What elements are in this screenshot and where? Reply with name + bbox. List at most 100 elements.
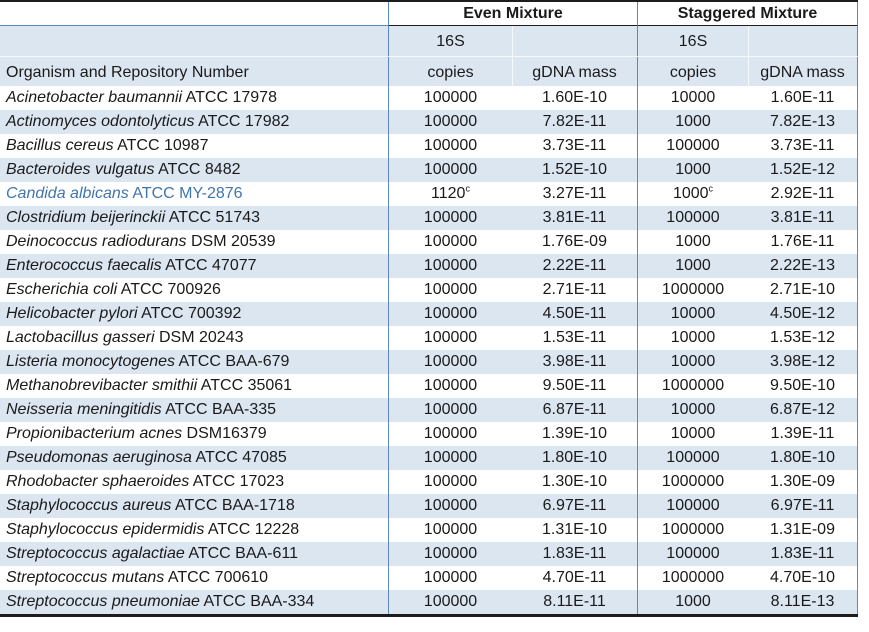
organism-cell: Staphylococcus epidermidis ATCC 12228 bbox=[0, 518, 388, 542]
staggered-gdna-mass-cell: 4.50E-12 bbox=[748, 302, 858, 326]
table-row: Deinococcus radiodurans DSM 20539 100000… bbox=[0, 230, 858, 254]
table-row: Enterococcus faecalis ATCC 47077 100000 … bbox=[0, 254, 858, 278]
column-header-row: Organism and Repository Number 16S copie… bbox=[0, 26, 858, 86]
repository-number: ATCC BAA-335 bbox=[161, 401, 277, 418]
even-gdna-mass-cell: 8.11E-11 bbox=[543, 593, 606, 610]
table-row: Listeria monocytogenes ATCC BAA-679 1000… bbox=[0, 350, 858, 374]
staggered-16s-copies-cell: 1000000 bbox=[637, 278, 748, 302]
even-16s-copies-cell: 100000 bbox=[388, 446, 512, 470]
even-copies-label: copies bbox=[427, 64, 474, 81]
organism-cell: Candida albicans ATCC MY-2876 bbox=[0, 182, 388, 206]
organism-cell: Rhodobacter sphaeroides ATCC 17023 bbox=[0, 470, 388, 494]
organism-name: Staphylococcus epidermidis bbox=[6, 521, 205, 538]
staggered-gdna-mass-cell: 6.97E-11 bbox=[748, 494, 858, 518]
table-row: Pseudomonas aeruginosa ATCC 47085 100000… bbox=[0, 446, 858, 470]
even-16s-copies-cell: 100000 bbox=[388, 278, 512, 302]
organism-name: Lactobacillus gasseri bbox=[6, 329, 155, 346]
repository-number: ATCC BAA-1718 bbox=[171, 497, 295, 514]
even-gdna-mass-cell: 6.97E-11 bbox=[542, 497, 607, 514]
organism-cell: Propionibacterium acnes DSM16379 bbox=[0, 422, 388, 446]
group-header-spacer bbox=[0, 2, 388, 27]
staggered-16s-copies-cell: 10000 bbox=[637, 302, 748, 326]
staggered-16s-copies-cell: 1000000 bbox=[637, 566, 748, 590]
table-row: Bacillus cereus ATCC 10987 100000 3.73E-… bbox=[0, 134, 858, 158]
repository-number: ATCC 47085 bbox=[191, 449, 287, 466]
repository-number: ATCC 12228 bbox=[204, 521, 300, 538]
organism-cell: Streptococcus pneumoniae ATCC BAA-334 bbox=[0, 590, 388, 614]
staggered-16s-copies-cell: 10000 bbox=[637, 86, 748, 110]
even-gdna-mass-header: gDNA mass bbox=[532, 64, 617, 81]
staggered-16s-copies-cell: 1000 bbox=[637, 230, 748, 254]
organism-cell: Lactobacillus gasseri DSM 20243 bbox=[0, 326, 388, 350]
organism-name: Pseudomonas aeruginosa bbox=[6, 449, 192, 466]
even-gdna-mass-cell: 6.87E-11 bbox=[542, 401, 607, 418]
organism-name: Bacteroides vulgatus bbox=[6, 161, 155, 178]
organism-cell: Streptococcus mutans ATCC 700610 bbox=[0, 566, 388, 590]
staggered-16s-copies-cell: 100000 bbox=[637, 134, 748, 158]
even-16s-copies-cell: 100000 bbox=[388, 422, 512, 446]
organism-name: Rhodobacter sphaeroides bbox=[6, 473, 190, 490]
even-gdna-mass-cell: 3.27E-11 bbox=[542, 185, 607, 202]
even-16s-copies-cell: 100000 bbox=[388, 86, 512, 110]
table-row: Methanobrevibacter smithii ATCC 35061 10… bbox=[0, 374, 858, 398]
table-row: Lactobacillus gasseri DSM 20243 100000 1… bbox=[0, 326, 858, 350]
staggered-gdna-mass-cell: 1.39E-11 bbox=[748, 422, 858, 446]
table-row: Bacteroides vulgatus ATCC 8482 100000 1.… bbox=[0, 158, 858, 182]
staggered-16s-label: 16S bbox=[678, 33, 708, 50]
even-16s-copies-cell: 100000 bbox=[388, 590, 512, 614]
organism-cell: Enterococcus faecalis ATCC 47077 bbox=[0, 254, 388, 278]
repository-number: ATCC 700610 bbox=[164, 569, 269, 586]
even-gdna-mass-cell: 9.50E-11 bbox=[542, 377, 607, 394]
even-16s-copies-cell: 100000 bbox=[388, 134, 512, 158]
organism-name: Methanobrevibacter smithii bbox=[6, 377, 198, 394]
organism-cell: Streptococcus agalactiae ATCC BAA-611 bbox=[0, 542, 388, 566]
repository-number: ATCC 51743 bbox=[165, 209, 261, 226]
table-row: Rhodobacter sphaeroides ATCC 17023 10000… bbox=[0, 470, 858, 494]
header-gridline-horizontal bbox=[0, 56, 858, 57]
even-gdna-mass-cell: 3.81E-11 bbox=[542, 209, 607, 226]
organism-cell: Helicobacter pylori ATCC 700392 bbox=[0, 302, 388, 326]
staggered-16s-copies-cell: 100000 bbox=[637, 494, 748, 518]
organism-cell: Acinetobacter baumannii ATCC 17978 bbox=[0, 86, 388, 110]
group-header-row: Even Mixture Staggered Mixture bbox=[0, 0, 858, 27]
staggered-gdna-mass-cell: 1.53E-12 bbox=[748, 326, 858, 350]
organism-name: Escherichia coli bbox=[6, 281, 118, 298]
organism-cell: Listeria monocytogenes ATCC BAA-679 bbox=[0, 350, 388, 374]
table-row: Candida albicans ATCC MY-2876 1120c 3.27… bbox=[0, 182, 858, 206]
staggered-gdna-mass-cell: 2.22E-13 bbox=[748, 254, 858, 278]
even-gdna-mass-cell: 4.50E-11 bbox=[542, 305, 607, 322]
table-body: Acinetobacter baumannii ATCC 17978 10000… bbox=[0, 86, 858, 614]
staggered-gdna-mass-cell: 7.82E-13 bbox=[748, 110, 858, 134]
table-row: Escherichia coli ATCC 700926 100000 2.71… bbox=[0, 278, 858, 302]
repository-number: ATCC 8482 bbox=[154, 161, 241, 178]
organism-name: Helicobacter pylori bbox=[6, 305, 138, 322]
organism-column-header: Organism and Repository Number bbox=[6, 64, 249, 81]
organism-cell: Clostridium beijerinckii ATCC 51743 bbox=[0, 206, 388, 230]
repository-number: ATCC BAA-679 bbox=[174, 353, 290, 370]
even-16s-copies-cell: 100000 bbox=[388, 110, 512, 134]
mixture-composition-table: Even Mixture Staggered Mixture Organism … bbox=[0, 0, 858, 617]
table-row: Neisseria meningitidis ATCC BAA-335 1000… bbox=[0, 398, 858, 422]
staggered-gdna-mass-cell: 1.30E-09 bbox=[748, 470, 858, 494]
staggered-gdna-mass-cell: 3.98E-12 bbox=[748, 350, 858, 374]
even-gdna-mass-cell: 1.76E-09 bbox=[542, 233, 607, 250]
staggered-gdna-mass-cell: 3.73E-11 bbox=[748, 134, 858, 158]
staggered-gdna-mass-cell: 2.92E-11 bbox=[748, 182, 858, 206]
staggered-16s-copies-cell: 100000 bbox=[637, 446, 748, 470]
even-16s-copies-cell: 100000 bbox=[388, 254, 512, 278]
even-16s-copies-cell: 100000 bbox=[388, 326, 512, 350]
staggered-16s-copies-cell: 1000 bbox=[637, 158, 748, 182]
staggered-gdna-mass-cell: 1.60E-11 bbox=[748, 86, 858, 110]
staggered-16s-copies-cell: 1000000 bbox=[637, 470, 748, 494]
even-16s-copies-cell: 100000 bbox=[388, 302, 512, 326]
staggered-16s-copies-cell: 1000000 bbox=[637, 374, 748, 398]
even-gdna-mass-cell: 2.22E-11 bbox=[542, 257, 607, 274]
organism-name: Actinomyces odontolyticus bbox=[6, 113, 195, 130]
staggered-16s-copies-cell: 100000 bbox=[637, 206, 748, 230]
table-row: Acinetobacter baumannii ATCC 17978 10000… bbox=[0, 86, 858, 110]
organism-name: Acinetobacter baumannii bbox=[6, 89, 183, 106]
staggered-16s-copies-cell: 10000 bbox=[637, 422, 748, 446]
even-16s-copies-cell: 100000 bbox=[388, 230, 512, 254]
table-row: Streptococcus agalactiae ATCC BAA-611 10… bbox=[0, 542, 858, 566]
staggered-16s-copies-cell: 1000 bbox=[637, 590, 748, 614]
